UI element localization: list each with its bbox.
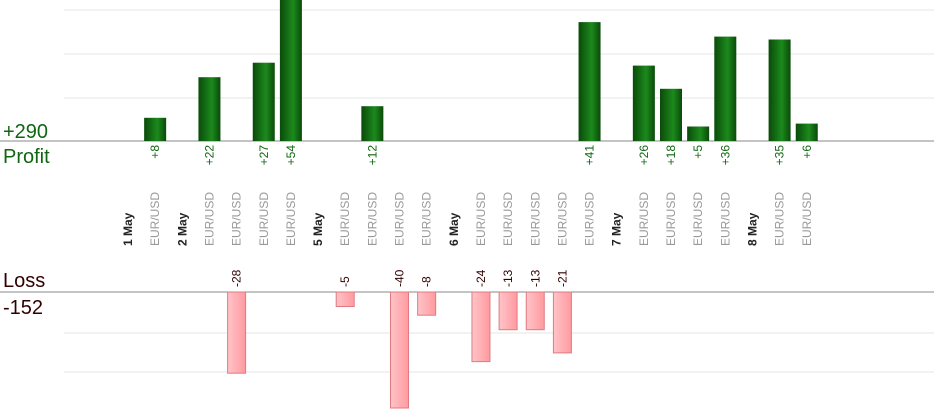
pair-label: EUR/USD (338, 192, 352, 246)
profit-value-label: +36 (718, 145, 732, 166)
loss-bar (525, 291, 545, 331)
loss-bar (390, 291, 409, 409)
pair-label: EUR/USD (284, 192, 298, 246)
loss-bar (335, 291, 355, 307)
bars (144, 0, 818, 409)
profit-bar (279, 0, 302, 141)
loss-total: -152 (3, 297, 43, 319)
pair-label: EUR/USD (664, 192, 678, 246)
profit-bar (252, 62, 275, 142)
loss-value-label: -8 (420, 276, 434, 287)
loss-value-label: -40 (393, 269, 407, 287)
profit-bar (660, 88, 682, 141)
loss-bar (227, 291, 247, 374)
pair-label: EUR/USD (528, 192, 542, 246)
pair-label: EUR/USD (420, 192, 434, 246)
pair-label: EUR/USD (501, 192, 515, 246)
loss-bar (498, 291, 518, 331)
pair-label: EUR/USD (637, 192, 651, 246)
profit-value-label: +22 (202, 145, 216, 166)
pair-label: EUR/USD (202, 192, 216, 246)
loss-value-label: -21 (555, 269, 569, 287)
profit-bar (795, 123, 818, 141)
day-label: 6 May (447, 212, 461, 246)
profit-bar (198, 77, 221, 141)
pair-label: EUR/USD (691, 192, 705, 246)
loss-bar (417, 291, 437, 316)
loss-value-label: -24 (474, 269, 488, 287)
pair-label: EUR/USD (365, 192, 379, 246)
profit-bar (361, 106, 384, 141)
pair-label: EUR/USD (718, 192, 732, 246)
pair-label: EUR/USD (393, 192, 407, 246)
loss-value-label: -28 (230, 269, 244, 287)
profit-heading: Profit (3, 146, 50, 168)
labels: 1 May EUR/USD +8 2 May EUR/USD +22 EUR/USD -28 E… (121, 145, 814, 287)
loss-value-label: -13 (528, 269, 542, 287)
day-label: 7 May (610, 212, 624, 246)
profit-value-label: +26 (637, 145, 651, 166)
profit-bar (632, 65, 655, 141)
profit-value-label: +35 (773, 145, 787, 166)
loss-value-label: -5 (338, 276, 352, 287)
profit-bar (578, 22, 601, 142)
day-label: 1 May (121, 212, 135, 246)
profit-bar (687, 126, 710, 141)
grid-lines (0, 9, 934, 373)
profit-total: +290 (3, 121, 48, 143)
profit-value-label: +41 (583, 145, 597, 166)
loss-value-label: -13 (501, 269, 515, 287)
profit-value-label: +6 (800, 145, 814, 159)
profit-value-label: +27 (257, 145, 271, 166)
loss-bar (471, 291, 491, 363)
pair-label: EUR/USD (800, 192, 814, 246)
day-label: 5 May (311, 212, 325, 246)
profit-bar (768, 39, 791, 141)
loss-bar (552, 291, 572, 354)
pair-label: EUR/USD (583, 192, 597, 246)
profit-bar (144, 117, 167, 141)
profit-value-label: +18 (664, 145, 678, 166)
profit-bar (714, 36, 737, 141)
pair-label: EUR/USD (257, 192, 271, 246)
profit-value-label: +54 (284, 145, 298, 166)
loss-heading: Loss (3, 270, 45, 292)
profit-value-label: +12 (365, 145, 379, 166)
pair-label: EUR/USD (230, 192, 244, 246)
day-label: 2 May (175, 212, 189, 246)
pair-label: EUR/USD (474, 192, 488, 246)
pair-label: EUR/USD (773, 192, 787, 246)
day-label: 8 May (745, 212, 759, 246)
pair-label: EUR/USD (555, 192, 569, 246)
profit-value-label: +8 (148, 145, 162, 159)
profit-value-label: +5 (691, 145, 705, 159)
pair-label: EUR/USD (148, 192, 162, 246)
